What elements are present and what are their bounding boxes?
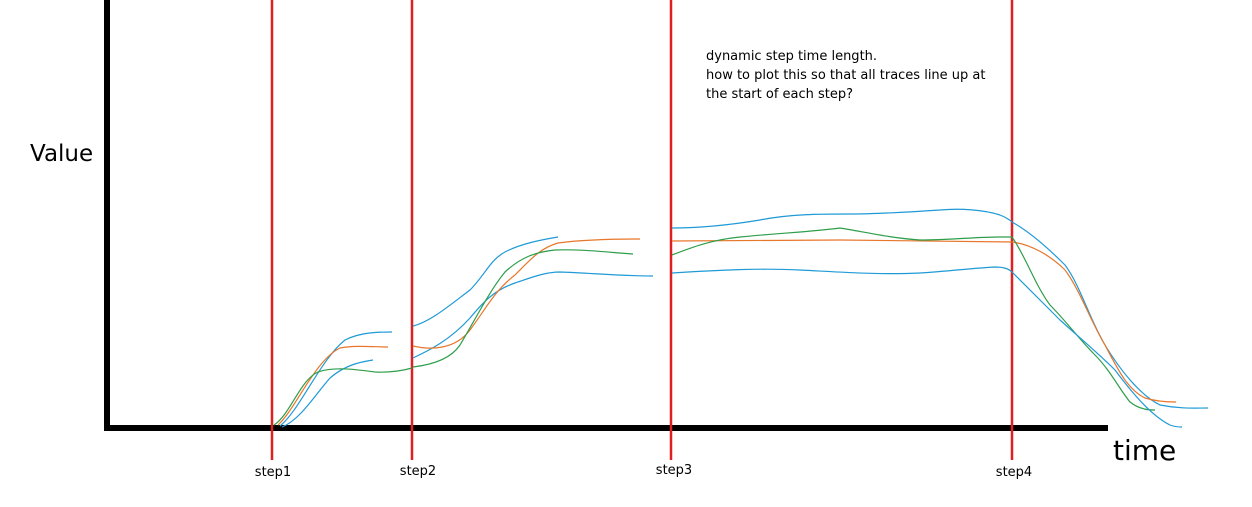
x-axis-label: time [1113,434,1177,467]
trace-green-step2 [412,249,634,368]
trace-blue-step3-a [671,208,1013,229]
trace-blue-step4-a [1011,221,1209,409]
trace-blue-step4-b [1011,271,1183,428]
y-axis-label: Value [30,141,94,167]
trace-green-step3 [671,227,1012,256]
trace-blue-step2-b [412,271,654,359]
trace-orange-step2 [412,238,641,349]
note-line: the start of each step? [706,87,854,102]
trace-green-step4 [1011,236,1156,411]
annotation-note: dynamic step time length. how to plot th… [706,47,986,104]
trace-orange-step3 [671,239,1013,243]
trace-blue-step2-a [412,236,559,327]
step4-label: step4 [995,465,1033,480]
trace-green-step1 [273,367,413,426]
step1-label: step1 [254,465,292,480]
trace-blue-step1-b [281,359,374,428]
trace-blue-step3-b [671,266,1013,275]
note-line: how to plot this so that all traces line… [706,68,986,83]
trace-orange-step1 [277,345,389,426]
step3-label: step3 [655,463,693,478]
note-line: dynamic step time length. [706,49,878,64]
trace-blue-step1-a [279,331,393,427]
step2-label: step2 [399,464,437,479]
trace-orange-step4 [1011,241,1177,403]
